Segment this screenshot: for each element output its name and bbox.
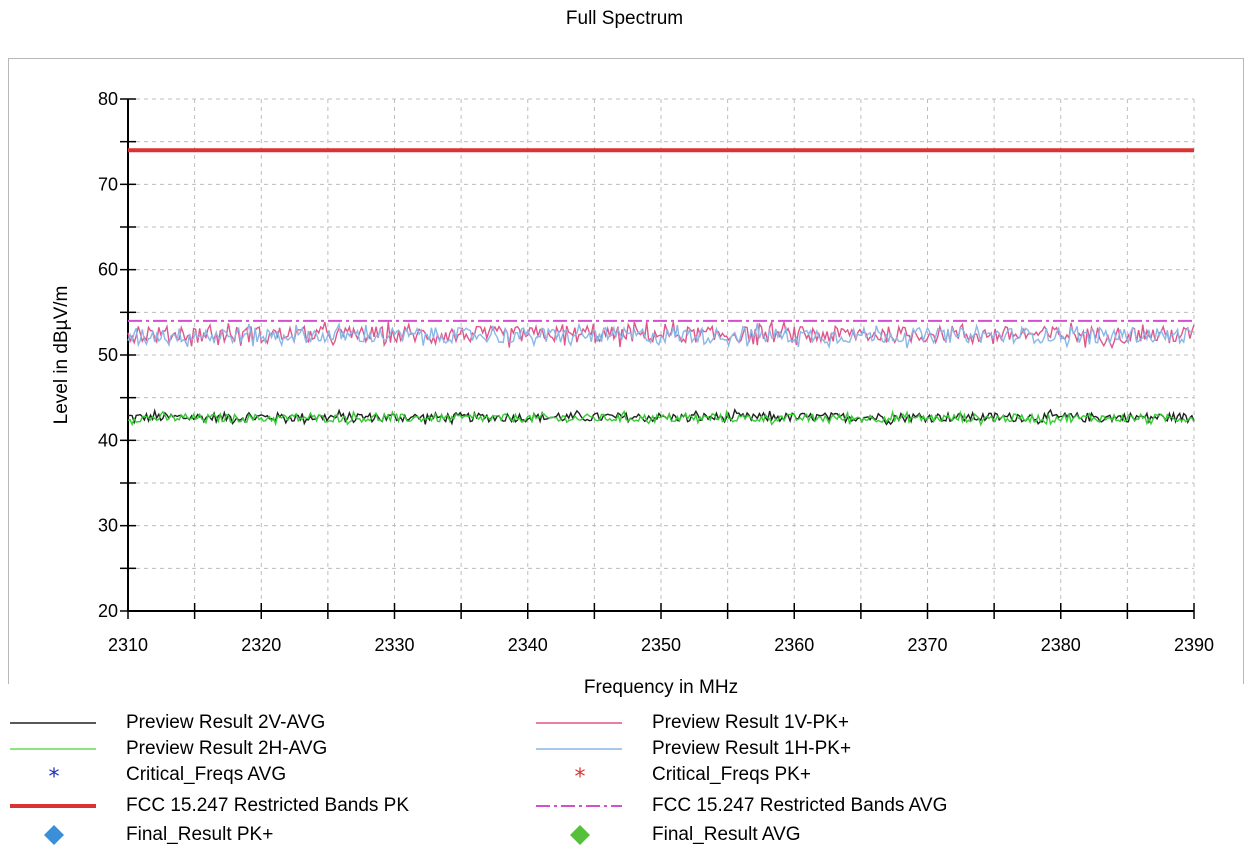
x-tick-label: 2360	[774, 635, 814, 655]
legend-item: FCC 15.247 Restricted Bands AVG	[536, 793, 947, 819]
legend-item: Preview Result 1H-PK+	[536, 736, 851, 762]
legend-symbol-star: *	[10, 762, 98, 788]
y-tick-label: 30	[98, 516, 118, 536]
legend-item: * Critical_Freqs PK+	[536, 762, 811, 788]
y-tick-label: 20	[98, 601, 118, 621]
legend-symbol-line	[536, 736, 624, 762]
x-tick-label: 2340	[508, 635, 548, 655]
legend-symbol-line	[536, 710, 624, 736]
legend-item: Preview Result 2H-AVG	[10, 736, 327, 762]
x-tick-label: 2390	[1174, 635, 1214, 655]
legend-item: Final_Result AVG	[536, 822, 801, 848]
x-tick-label: 2310	[108, 635, 148, 655]
series-preview-result-2v-avg	[127, 407, 1195, 426]
legend-symbol-dashdot	[536, 793, 624, 819]
legend-symbol-line	[10, 736, 98, 762]
legend-symbol-diamond	[536, 822, 624, 848]
legend-item: Preview Result 2V-AVG	[10, 710, 325, 736]
x-axis-title: Frequency in MHz	[584, 677, 738, 698]
legend-item: Final_Result PK+	[10, 822, 273, 848]
legend: Preview Result 2V-AVG Preview Result 1V-P…	[0, 706, 1249, 855]
legend-label: Critical_Freqs PK+	[652, 764, 811, 785]
x-tick-label: 2330	[374, 635, 414, 655]
x-tick-label: 2370	[907, 635, 947, 655]
legend-label: Final_Result PK+	[126, 824, 274, 845]
legend-item: FCC 15.247 Restricted Bands PK	[10, 793, 409, 819]
chart-canvas: 20 30 40 50 60 70 80 2310 2320 2330 2340 2350 2360 23…	[51, 89, 1214, 698]
y-tick-label: 60	[98, 260, 118, 280]
x-tick-label: 2350	[641, 635, 681, 655]
series-preview-result-1h-pk	[127, 321, 1195, 350]
svg-text:*: *	[575, 765, 586, 788]
series-preview-result-1v-pk	[127, 319, 1195, 350]
legend-label: Preview Result 1H-PK+	[652, 738, 852, 759]
y-tick-label: 50	[98, 345, 118, 365]
legend-item: * Critical_Freqs AVG	[10, 762, 287, 788]
legend-label: Preview Result 1V-PK+	[652, 712, 849, 733]
chart-title: Full Spectrum	[565, 8, 684, 29]
x-tick-label: 2320	[241, 635, 281, 655]
legend-symbol-thick-line	[10, 793, 98, 819]
legend-symbol-star: *	[536, 762, 624, 788]
legend-symbol-line	[10, 710, 98, 736]
legend-label: Preview Result 2H-AVG	[126, 738, 328, 759]
plot-frame	[8, 58, 1244, 684]
legend-label: FCC 15.247 Restricted Bands PK	[126, 795, 410, 816]
y-tick-label: 70	[98, 174, 118, 194]
legend-item: Preview Result 1V-PK+	[536, 710, 849, 736]
legend-label: Preview Result 2V-AVG	[126, 712, 326, 733]
legend-label: Final_Result AVG	[652, 824, 801, 845]
svg-text:*: *	[49, 765, 60, 788]
x-tick-label: 2380	[1041, 635, 1081, 655]
y-axis-title: Level in dBµV/m	[51, 286, 72, 425]
legend-label: FCC 15.247 Restricted Bands AVG	[652, 795, 948, 816]
series-preview-result-2h-avg	[127, 409, 1195, 427]
y-tick-label: 80	[98, 89, 118, 109]
legend-symbol-diamond	[10, 822, 98, 848]
y-tick-label: 40	[98, 430, 118, 450]
legend-label: Critical_Freqs AVG	[126, 764, 287, 785]
